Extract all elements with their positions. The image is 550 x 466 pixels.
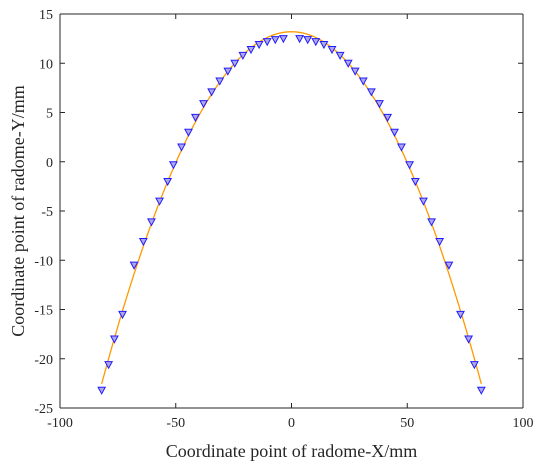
data-point	[138, 238, 148, 247]
plot-area	[60, 14, 523, 408]
data-point	[278, 35, 288, 44]
y-tick-label: -5	[41, 205, 53, 220]
y-tick-label: -25	[34, 402, 53, 417]
data-point	[366, 88, 376, 97]
y-tick-label: -10	[34, 254, 53, 269]
data-point	[427, 218, 436, 227]
y-tick-label: 5	[46, 107, 53, 122]
data-point	[262, 38, 272, 47]
data-point	[254, 41, 264, 50]
data-point	[147, 218, 156, 227]
data-point	[405, 161, 415, 170]
marker-layer	[97, 35, 486, 395]
data-point	[246, 45, 256, 55]
data-point	[207, 88, 217, 97]
x-tick-label: 0	[288, 416, 295, 431]
data-point	[190, 113, 200, 123]
data-point	[223, 67, 233, 76]
data-point	[327, 45, 337, 55]
data-point	[319, 41, 329, 50]
y-tick-label: 15	[39, 8, 53, 23]
data-point	[215, 77, 225, 86]
data-point	[97, 386, 107, 395]
data-point	[311, 38, 321, 47]
data-point	[109, 335, 119, 344]
data-point	[410, 177, 420, 187]
x-tick-label: 100	[513, 416, 534, 431]
x-tick-label: 50	[400, 416, 414, 431]
data-point	[469, 361, 479, 370]
data-point	[168, 161, 178, 170]
x-tick-label: -50	[166, 416, 185, 431]
data-point	[383, 113, 393, 123]
data-point	[456, 310, 465, 320]
y-tick-label: 10	[39, 57, 53, 72]
y-axis-label: Coordinate point of radome-Y/mm	[8, 85, 28, 336]
data-point	[390, 128, 399, 137]
series-line	[101, 31, 482, 385]
data-point	[199, 100, 208, 109]
data-point	[435, 238, 445, 247]
data-point	[444, 261, 454, 270]
data-point	[375, 100, 384, 109]
data-point	[155, 197, 164, 206]
data-point	[295, 35, 305, 44]
data-point	[270, 36, 280, 45]
curve-layer	[101, 31, 482, 385]
data-point	[419, 197, 428, 206]
data-point	[177, 143, 186, 152]
x-axis-label: Coordinate point of radome-X/mm	[166, 441, 417, 461]
y-tick-label: -20	[34, 353, 53, 368]
data-point	[464, 335, 474, 344]
data-point	[476, 386, 486, 395]
data-point	[303, 36, 313, 45]
data-point	[184, 128, 193, 137]
data-point	[129, 261, 139, 270]
data-point	[350, 67, 360, 76]
data-point	[104, 361, 114, 370]
data-point	[397, 143, 406, 152]
data-point	[118, 310, 127, 320]
data-point	[238, 51, 248, 61]
y-tick-label: 0	[46, 156, 53, 171]
x-tick-label: -100	[47, 416, 73, 431]
data-point	[343, 59, 353, 68]
y-tick-label: -15	[34, 304, 53, 319]
data-point	[335, 51, 345, 61]
data-point	[358, 77, 368, 86]
data-point	[163, 177, 173, 187]
data-point	[230, 59, 240, 68]
